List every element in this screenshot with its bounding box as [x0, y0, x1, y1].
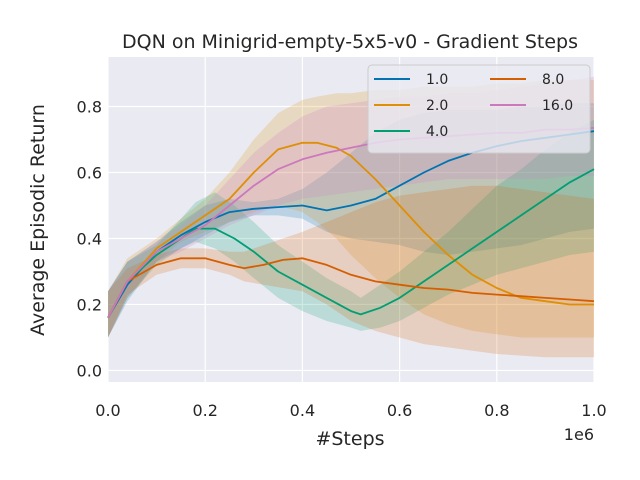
x-scale-label: 1e6 — [564, 425, 594, 444]
legend-label: 16.0 — [542, 98, 573, 114]
x-tick-label: 0.2 — [192, 401, 217, 420]
y-axis-ticks: 0.0 0.2 0.4 0.6 0.8 — [77, 97, 102, 380]
x-axis-ticks: 0.0 0.2 0.4 0.6 0.8 1.0 — [95, 401, 606, 420]
series-line-4.0 — [107, 168, 595, 319]
band-4.0 — [108, 119, 594, 338]
y-tick-label: 0.8 — [77, 97, 102, 116]
x-tick-label: 0.0 — [95, 401, 120, 420]
x-tick-label: 0.6 — [387, 401, 412, 420]
series-line-8.0 — [107, 257, 595, 319]
y-tick-label: 0.4 — [77, 229, 102, 248]
x-tick-label: 0.8 — [484, 401, 509, 420]
x-tick-label: 0.4 — [290, 401, 315, 420]
legend: 1.0 2.0 4.0 8.0 16.0 — [367, 64, 591, 154]
legend-label: 4.0 — [426, 124, 448, 140]
series-line-2.0 — [107, 141, 594, 319]
y-axis-label: Average Episodic Return — [27, 104, 49, 336]
x-tick-label: 1.0 — [581, 401, 606, 420]
legend-label: 2.0 — [426, 98, 448, 114]
legend-label: 8.0 — [542, 72, 564, 88]
band-8.0 — [108, 185, 594, 358]
band-1.0 — [108, 103, 594, 338]
legend-box — [367, 64, 591, 154]
y-tick-label: 0.2 — [77, 295, 102, 314]
chart-title: DQN on Minigrid-empty-5x5-v0 - Gradient … — [122, 31, 578, 53]
x-axis-label: #Steps — [315, 428, 384, 450]
y-tick-label: 0.0 — [77, 361, 102, 380]
y-tick-label: 0.6 — [77, 163, 102, 182]
legend-label: 1.0 — [426, 72, 448, 88]
